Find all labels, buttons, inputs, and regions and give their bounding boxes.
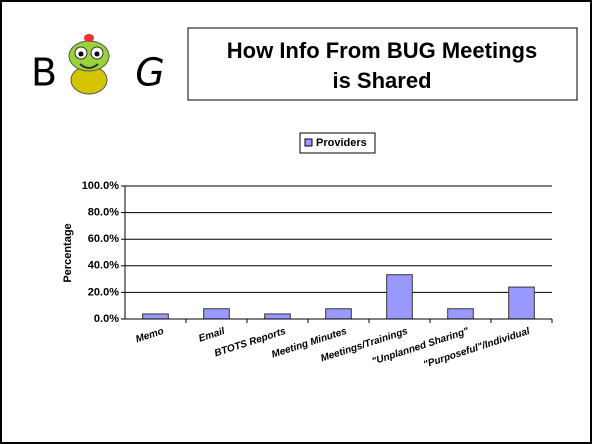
bar: [142, 313, 169, 320]
logo-letter: B: [31, 51, 57, 95]
bar: [447, 308, 474, 320]
y-axis-label: Percentage: [62, 223, 74, 282]
bar: [386, 274, 413, 320]
bug-icon: [68, 34, 110, 95]
bar: [264, 313, 291, 320]
legend-swatch: [304, 138, 313, 147]
y-tick-label: 60.0%: [88, 233, 119, 245]
bar: [508, 286, 535, 320]
slide-title: is Shared: [332, 68, 431, 93]
y-tick-label: 20.0%: [88, 286, 119, 298]
y-tick-label: 40.0%: [88, 260, 119, 272]
legend-box: [299, 132, 376, 154]
slide-title: How Info From BUG Meetings: [227, 38, 537, 63]
y-tick-label: 0.0%: [94, 313, 119, 325]
logo-letter: G: [135, 51, 164, 95]
title-box: [187, 27, 578, 101]
legend-label: Providers: [316, 137, 367, 149]
bar: [203, 308, 230, 320]
bar: [325, 308, 352, 320]
y-tick-label: 100.0%: [82, 180, 120, 192]
y-tick-label: 80.0%: [88, 207, 119, 219]
